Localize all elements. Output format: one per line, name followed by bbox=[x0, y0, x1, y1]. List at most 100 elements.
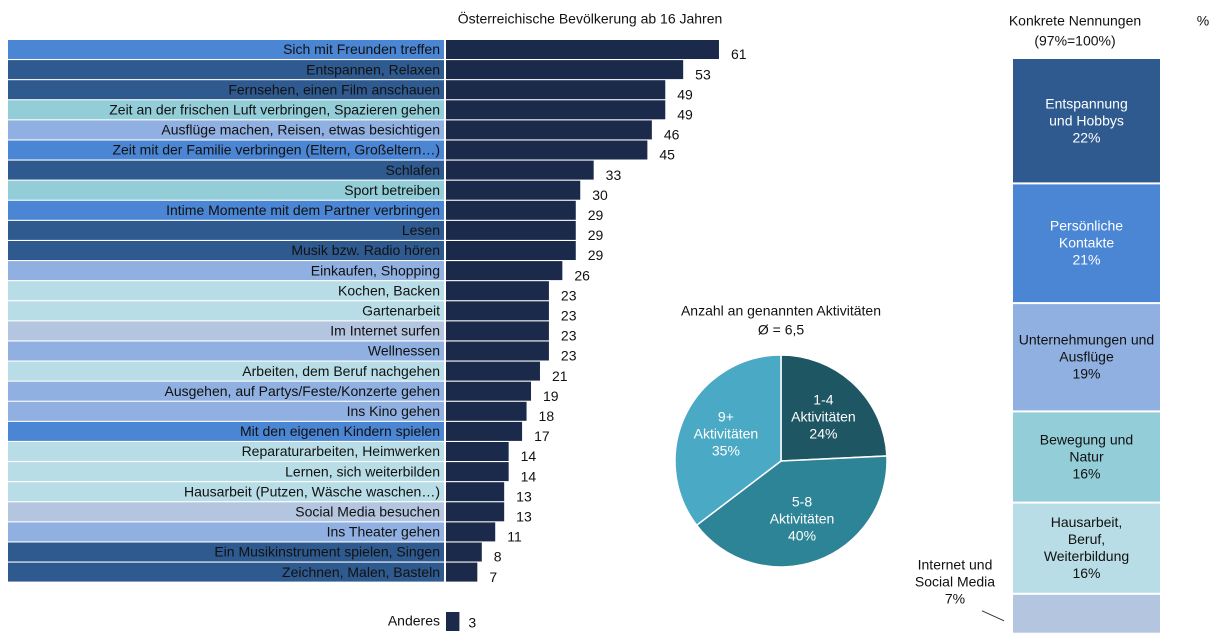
label-background bbox=[8, 442, 444, 461]
category-label: Entspannen, Relaxen bbox=[306, 61, 440, 77]
bar bbox=[446, 261, 563, 281]
label-background bbox=[8, 80, 444, 100]
slice-label: 1-4 Aktivitäten 24% bbox=[783, 391, 863, 442]
value-label: 21 bbox=[552, 368, 568, 384]
segment-category: Hausarbeit, Beruf, Weiterbildung bbox=[1043, 514, 1130, 565]
category-label: Im Internet surfen bbox=[330, 323, 440, 339]
value-label: 7 bbox=[489, 569, 497, 585]
bar bbox=[446, 502, 505, 522]
bar bbox=[446, 361, 540, 381]
value-label: 45 bbox=[659, 147, 675, 163]
value-label: 23 bbox=[561, 348, 577, 364]
label-background bbox=[8, 502, 444, 522]
category-label: Lernen, sich weiterbilden bbox=[285, 463, 440, 479]
category-label: Intime Momente mit dem Partner verbringe… bbox=[166, 202, 440, 218]
bar bbox=[446, 200, 576, 220]
chart-title: Österreichische Bevölkerung ab 16 Jahren bbox=[458, 10, 723, 27]
pie-slice bbox=[780, 354, 888, 462]
category-label: Fernsehen, einen Film anschauen bbox=[228, 81, 440, 97]
label-background bbox=[8, 462, 444, 482]
value-label: 49 bbox=[677, 107, 693, 123]
segment-value: 19% bbox=[1072, 365, 1101, 382]
label-background bbox=[8, 381, 444, 401]
column-segment bbox=[1013, 594, 1160, 633]
slice-value: 40% bbox=[788, 527, 817, 544]
value-label: 17 bbox=[534, 428, 550, 444]
segment-value: 7% bbox=[944, 590, 966, 607]
category-label: Lesen bbox=[402, 222, 440, 238]
label-background bbox=[8, 522, 444, 542]
value-label: 29 bbox=[588, 247, 604, 263]
category-label: Ins Kino gehen bbox=[347, 403, 440, 419]
value-label: 23 bbox=[561, 328, 577, 344]
bar bbox=[446, 462, 509, 482]
value-label: 13 bbox=[516, 509, 532, 525]
segment-value: 16% bbox=[1072, 465, 1101, 482]
segment-label: Persönliche Kontakte 21% bbox=[1039, 218, 1135, 269]
label-background bbox=[8, 200, 444, 220]
label-background bbox=[8, 261, 444, 281]
segment-label: Entspannung und Hobbys 22% bbox=[1039, 95, 1135, 146]
segment-category: Persönliche Kontakte bbox=[1049, 217, 1124, 251]
label-background bbox=[8, 160, 444, 180]
label-background bbox=[8, 321, 444, 341]
bar bbox=[446, 180, 581, 200]
value-label: 13 bbox=[516, 488, 532, 504]
segment-value: 21% bbox=[1072, 251, 1101, 268]
column-segment bbox=[1013, 304, 1160, 411]
column-segment bbox=[1013, 184, 1160, 303]
bar bbox=[446, 60, 684, 80]
value-label: 19 bbox=[543, 388, 559, 404]
pie-slice bbox=[674, 354, 782, 527]
category-label: Wellnessen bbox=[368, 343, 440, 359]
category-label: Ausflüge machen, Reisen, etwas besichtig… bbox=[161, 122, 440, 138]
bar bbox=[446, 542, 482, 562]
bar bbox=[446, 80, 666, 100]
value-label: 29 bbox=[588, 227, 604, 243]
bar bbox=[446, 381, 532, 401]
category-label: Musik bzw. Radio hören bbox=[291, 242, 440, 258]
category-label: Kochen, Backen bbox=[338, 282, 440, 298]
label-background bbox=[8, 562, 444, 582]
chart-title: Anzahl an genannten Aktivitäten bbox=[681, 303, 881, 319]
unit-label: % bbox=[1197, 13, 1209, 29]
value-label: 30 bbox=[592, 187, 608, 203]
value-label: 23 bbox=[561, 308, 577, 324]
bar bbox=[446, 341, 549, 361]
slice-value: 24% bbox=[809, 425, 838, 441]
value-label: 53 bbox=[695, 66, 711, 82]
pie-slice bbox=[695, 455, 888, 568]
category-label: Schlafen bbox=[386, 162, 440, 178]
segment-category: Entspannung und Hobbys bbox=[1045, 95, 1128, 129]
label-background bbox=[8, 60, 444, 80]
label-background bbox=[8, 40, 444, 59]
chart-subtitle: Ø = 6,5 bbox=[758, 322, 805, 338]
segment-label: Unternehmungen und Ausflüge 19% bbox=[1017, 332, 1157, 383]
slice-category: 1-4 Aktivitäten bbox=[791, 391, 856, 424]
slice-category: 5-8 Aktivitäten bbox=[769, 493, 835, 527]
category-label: Hausarbeit (Putzen, Wäsche waschen…) bbox=[184, 483, 440, 499]
segment-category: Internet und Social Media bbox=[914, 556, 996, 590]
label-background bbox=[8, 301, 444, 321]
bar bbox=[446, 100, 666, 120]
bar bbox=[446, 220, 576, 240]
label-background bbox=[8, 401, 444, 421]
label-background bbox=[8, 421, 444, 441]
category-label: Zeichnen, Malen, Basteln bbox=[282, 564, 440, 580]
bar bbox=[446, 160, 594, 180]
value-label: 18 bbox=[539, 408, 555, 424]
slice-category: 9+ Aktivitäten bbox=[693, 408, 759, 442]
label-background bbox=[8, 281, 444, 301]
bar bbox=[446, 281, 549, 301]
category-label: Zeit mit der Familie verbringen (Eltern,… bbox=[112, 142, 440, 158]
value-label: 11 bbox=[507, 529, 522, 545]
bar bbox=[446, 421, 523, 441]
leader-line bbox=[981, 610, 1005, 622]
category-label: Ins Theater gehen bbox=[327, 524, 440, 540]
bar bbox=[446, 482, 505, 502]
slice-value: 35% bbox=[711, 442, 740, 459]
label-background bbox=[8, 361, 444, 381]
label-background bbox=[8, 220, 444, 240]
label-background bbox=[8, 241, 444, 260]
